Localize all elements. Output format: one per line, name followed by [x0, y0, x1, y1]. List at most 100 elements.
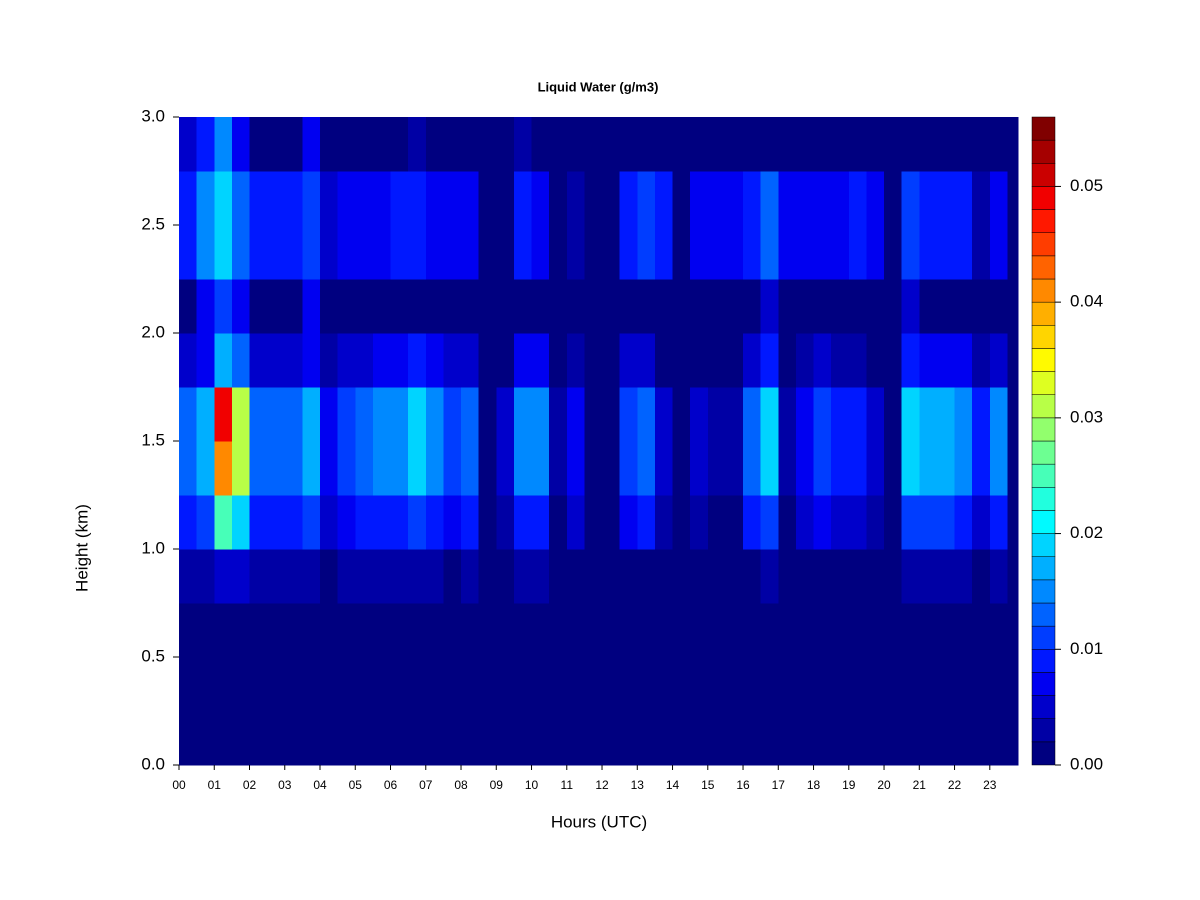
heatmap-cell — [584, 441, 603, 496]
heatmap-cell — [566, 657, 585, 712]
heatmap-cell — [443, 117, 462, 172]
heatmap-cell — [337, 279, 356, 334]
heatmap-cell — [584, 657, 603, 712]
heatmap-cell — [1007, 117, 1019, 172]
heatmap-cell — [725, 603, 744, 658]
heatmap-cell — [743, 549, 762, 604]
heatmap-cell — [795, 495, 815, 550]
heatmap-cell — [795, 387, 815, 442]
heatmap-cell — [179, 387, 198, 442]
heatmap-cell — [813, 279, 832, 334]
heatmap-cell — [760, 387, 779, 442]
heatmap-cell — [919, 549, 938, 604]
heatmap-cell — [461, 603, 480, 658]
heatmap-cell — [390, 549, 409, 604]
heatmap-cell — [196, 711, 215, 766]
heatmap-cell — [989, 387, 1009, 442]
heatmap-cell — [725, 117, 744, 172]
colorbar-swatch — [1031, 510, 1056, 534]
heatmap-cell — [743, 603, 762, 658]
x-tick-label: 18 — [807, 778, 821, 792]
heatmap-cell — [972, 333, 991, 388]
heatmap-cell — [672, 657, 691, 712]
heatmap-cell — [654, 603, 674, 658]
heatmap-cell — [848, 495, 868, 550]
heatmap-cell — [531, 495, 550, 550]
heatmap-cell — [901, 495, 920, 550]
heatmap-cell — [743, 387, 762, 442]
heatmap-cell — [196, 603, 215, 658]
heatmap-cell — [619, 225, 638, 280]
heatmap-cell — [743, 171, 762, 226]
x-tick-label: 04 — [313, 778, 327, 792]
heatmap-cell — [214, 657, 233, 712]
heatmap-cell — [461, 333, 480, 388]
heatmap-cell — [866, 495, 885, 550]
heatmap-cell — [972, 171, 991, 226]
heatmap-cell — [690, 117, 709, 172]
heatmap-cell — [214, 441, 233, 496]
heatmap-cell — [390, 495, 409, 550]
heatmap-cell — [196, 225, 215, 280]
heatmap-cell — [496, 171, 515, 226]
heatmap-cell — [214, 117, 233, 172]
heatmap-cell — [549, 711, 568, 766]
heatmap-cell — [602, 711, 621, 766]
heatmap-cell — [549, 657, 568, 712]
heatmap-cell — [267, 117, 286, 172]
heatmap-cell — [936, 657, 956, 712]
heatmap-cell — [690, 279, 709, 334]
heatmap-cell — [848, 603, 868, 658]
heatmap-cell — [443, 171, 462, 226]
heatmap-cell — [637, 711, 656, 766]
heatmap-cell — [425, 171, 444, 226]
colorbar-swatch — [1031, 695, 1056, 719]
heatmap-cell — [795, 171, 815, 226]
heatmap-cell — [461, 657, 480, 712]
heatmap-cell — [372, 603, 392, 658]
heatmap-cell — [884, 333, 903, 388]
heatmap-cell — [637, 441, 656, 496]
heatmap-cell — [743, 495, 762, 550]
heatmap-cell — [461, 441, 480, 496]
heatmap-cell — [602, 387, 621, 442]
heatmap-cell — [214, 495, 233, 550]
colorbar-swatch — [1031, 440, 1056, 465]
heatmap-cell — [267, 549, 286, 604]
heatmap-cell — [496, 711, 515, 766]
heatmap-cell — [725, 549, 744, 604]
heatmap-cell — [425, 549, 444, 604]
heatmap-cell — [866, 117, 885, 172]
heatmap-cell — [408, 333, 427, 388]
heatmap-cell — [707, 387, 727, 442]
heatmap-cell — [972, 441, 991, 496]
x-tick-label: 05 — [349, 778, 363, 792]
heatmap-cell — [954, 333, 973, 388]
heatmap-cell — [267, 711, 286, 766]
heatmap-cell — [672, 171, 691, 226]
heatmap-cell — [919, 171, 938, 226]
heatmap-cell — [231, 495, 251, 550]
colorbar-swatch — [1031, 232, 1056, 257]
colorbar-swatch — [1031, 417, 1056, 442]
heatmap-cell — [901, 657, 920, 712]
heatmap-cell — [196, 171, 215, 226]
heatmap-cell — [901, 441, 920, 496]
heatmap-cell — [531, 711, 550, 766]
heatmap-cell — [214, 225, 233, 280]
heatmap-cell — [725, 495, 744, 550]
heatmap-cell — [707, 549, 727, 604]
heatmap-cell — [372, 387, 392, 442]
heatmap-cell — [707, 711, 727, 766]
heatmap-cell — [443, 495, 462, 550]
heatmap-cell — [989, 657, 1009, 712]
heatmap-cell — [478, 495, 497, 550]
heatmap-cell — [337, 495, 356, 550]
heatmap-cell — [901, 117, 920, 172]
heatmap-cell — [461, 711, 480, 766]
heatmap-cell — [936, 495, 956, 550]
heatmap-cell — [954, 657, 973, 712]
heatmap-cell — [707, 495, 727, 550]
heatmap-cell — [425, 117, 444, 172]
heatmap-cell — [496, 333, 515, 388]
